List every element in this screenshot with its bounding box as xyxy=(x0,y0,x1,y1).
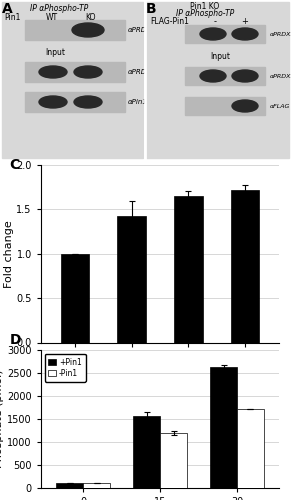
Text: Pin1: Pin1 xyxy=(4,13,20,22)
Text: Pin1 KO: Pin1 KO xyxy=(190,2,220,11)
Ellipse shape xyxy=(39,66,67,78)
Text: αFLAG: αFLAG xyxy=(270,104,290,108)
Bar xyxy=(56,483,83,488)
Ellipse shape xyxy=(74,66,102,78)
Y-axis label: Phosphate (pmol): Phosphate (pmol) xyxy=(0,370,4,468)
Bar xyxy=(25,92,125,112)
Bar xyxy=(146,2,289,158)
Text: +: + xyxy=(242,17,249,26)
Legend: +Pin1, -Pin1: +Pin1, -Pin1 xyxy=(45,354,86,382)
Text: D: D xyxy=(10,334,21,347)
Bar xyxy=(83,484,110,488)
Text: Input: Input xyxy=(45,48,65,57)
Text: Input: Input xyxy=(210,52,230,61)
X-axis label: Pin1 (µg): Pin1 (µg) xyxy=(135,364,185,374)
Ellipse shape xyxy=(72,23,104,37)
Bar xyxy=(185,67,265,85)
Text: αPRDX1: αPRDX1 xyxy=(270,74,291,78)
Ellipse shape xyxy=(39,96,67,108)
Bar xyxy=(210,368,237,488)
Text: αPin1: αPin1 xyxy=(128,99,148,105)
Bar xyxy=(231,190,260,342)
Bar xyxy=(237,409,264,488)
Bar xyxy=(160,433,187,488)
Ellipse shape xyxy=(232,70,258,82)
Text: αPRD: αPRD xyxy=(128,27,147,33)
Text: FLAG-Pin1: FLAG-Pin1 xyxy=(150,17,189,26)
Text: αPRD: αPRD xyxy=(128,69,147,75)
Bar xyxy=(133,416,160,488)
Bar xyxy=(185,97,265,115)
Bar xyxy=(25,62,125,82)
Text: WT: WT xyxy=(46,13,58,22)
Text: IP αPhospho-TP: IP αPhospho-TP xyxy=(176,9,234,18)
Bar xyxy=(118,216,146,342)
Bar xyxy=(185,25,265,43)
Ellipse shape xyxy=(232,28,258,40)
Text: αPRDX1: αPRDX1 xyxy=(270,32,291,36)
Ellipse shape xyxy=(74,96,102,108)
Text: -: - xyxy=(214,17,217,26)
Ellipse shape xyxy=(200,28,226,40)
Bar xyxy=(61,254,89,342)
Text: KO: KO xyxy=(85,13,95,22)
Y-axis label: Fold change: Fold change xyxy=(3,220,14,288)
Text: B: B xyxy=(146,2,157,16)
Text: IP αPhospho-TP: IP αPhospho-TP xyxy=(30,4,88,13)
Text: C: C xyxy=(10,158,20,172)
Ellipse shape xyxy=(200,70,226,82)
Bar xyxy=(174,196,203,342)
Bar xyxy=(25,20,125,40)
Bar xyxy=(2,2,143,158)
Ellipse shape xyxy=(232,100,258,112)
Text: A: A xyxy=(2,2,13,16)
